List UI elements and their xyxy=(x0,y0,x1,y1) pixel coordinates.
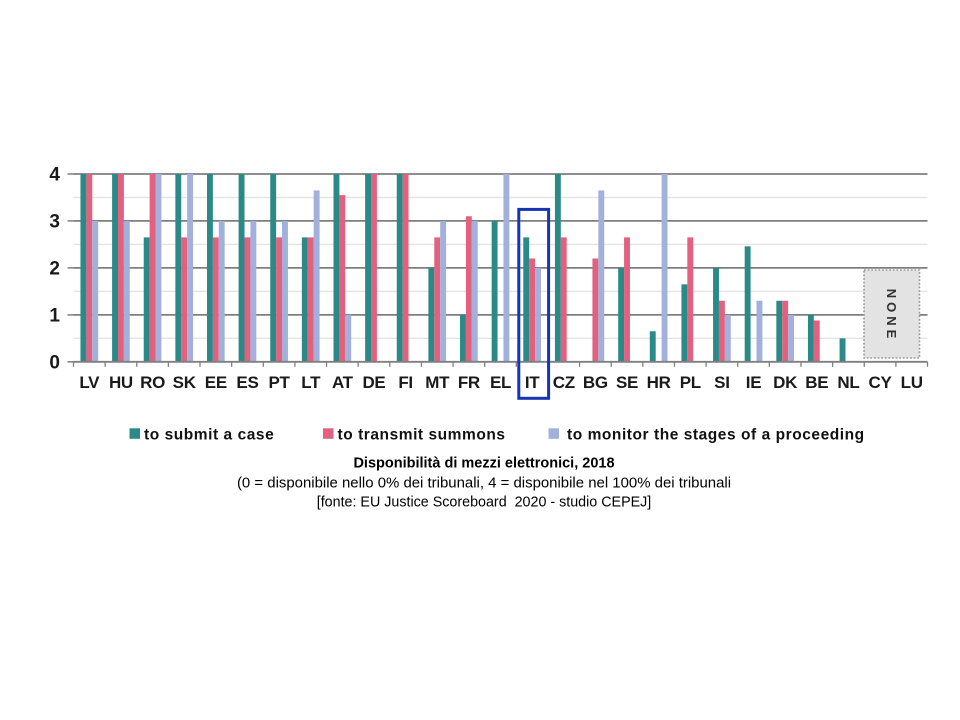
svg-text:0: 0 xyxy=(49,352,60,373)
svg-text:CZ: CZ xyxy=(553,373,575,392)
svg-text:1: 1 xyxy=(49,305,60,326)
svg-text:IT: IT xyxy=(525,373,540,392)
svg-text:DK: DK xyxy=(773,373,798,392)
svg-text:to submit a case: to submit a case xyxy=(144,427,274,444)
svg-text:to monitor the stages of a pro: to monitor the stages of a proceeding xyxy=(567,427,865,444)
svg-text:EL: EL xyxy=(490,373,511,392)
svg-text:NONE: NONE xyxy=(884,289,899,343)
svg-text:PT: PT xyxy=(269,373,291,392)
svg-text:BE: BE xyxy=(805,373,828,392)
svg-text:to transmit summons: to transmit summons xyxy=(338,427,506,444)
svg-text:EE: EE xyxy=(205,373,227,392)
svg-text:HU: HU xyxy=(109,373,133,392)
svg-text:CY: CY xyxy=(869,373,893,392)
svg-text:[fonte: EU Justice Scoreboard: [fonte: EU Justice Scoreboard 2020 - stu… xyxy=(317,495,652,511)
svg-text:FR: FR xyxy=(458,373,480,392)
svg-text:RO: RO xyxy=(140,373,165,392)
svg-text:Disponibilità di mezzi elettro: Disponibilità di mezzi elettronici, 2018 xyxy=(353,456,614,472)
svg-text:IE: IE xyxy=(746,373,761,392)
svg-text:MT: MT xyxy=(425,373,450,392)
svg-text:LU: LU xyxy=(901,373,923,392)
svg-text:(0 = disponibile nello 0% dei: (0 = disponibile nello 0% dei tribunali,… xyxy=(237,475,731,492)
svg-text:HR: HR xyxy=(647,373,671,392)
svg-text:AT: AT xyxy=(332,373,354,392)
svg-text:SE: SE xyxy=(616,373,638,392)
svg-text:LV: LV xyxy=(79,373,100,392)
svg-text:FI: FI xyxy=(398,373,413,392)
svg-text:NL: NL xyxy=(837,373,859,392)
svg-text:3: 3 xyxy=(49,211,60,232)
svg-text:ES: ES xyxy=(236,373,258,392)
svg-text:4: 4 xyxy=(49,165,60,186)
svg-text:2: 2 xyxy=(49,258,60,279)
svg-text:PL: PL xyxy=(680,373,701,392)
svg-text:LT: LT xyxy=(301,373,321,392)
svg-text:DE: DE xyxy=(362,373,385,392)
svg-text:SI: SI xyxy=(714,373,729,392)
svg-text:SK: SK xyxy=(173,373,197,392)
svg-text:BG: BG xyxy=(583,373,608,392)
